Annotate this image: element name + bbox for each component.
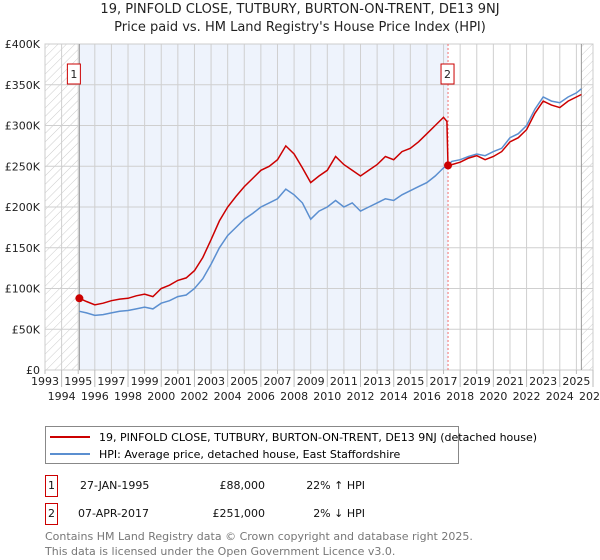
- x-tick-label: 2019: [463, 375, 491, 388]
- y-tick-label: £0: [26, 364, 40, 377]
- y-tick-label: £350K: [5, 79, 41, 92]
- x-tick-label: 1997: [97, 375, 125, 388]
- y-tick-label: £300K: [5, 120, 41, 133]
- x-tick-label: 1999: [131, 375, 159, 388]
- x-tick-label: 2021: [496, 375, 524, 388]
- x-tick-label: 2004: [214, 390, 242, 403]
- y-tick-label: £250K: [5, 160, 41, 173]
- x-tick-label: 2005: [230, 375, 258, 388]
- x-tick-label: 2026: [579, 390, 600, 403]
- legend-swatch-hpi: [50, 453, 90, 455]
- x-tick-label: 2015: [396, 375, 424, 388]
- hpi-line: [79, 88, 582, 317]
- transaction-badge: 1: [45, 475, 58, 497]
- sale-marker: [75, 294, 84, 303]
- x-tick-label: 1993: [31, 375, 59, 388]
- sale-badge-label: 2: [444, 68, 451, 81]
- footer-licence: This data is licensed under the Open Gov…: [45, 545, 396, 558]
- legend-label-hpi: HPI: Average price, detached house, East…: [99, 447, 401, 461]
- transaction-price: £251,000: [212, 507, 266, 520]
- plot-border: [44, 43, 594, 371]
- x-tick-label: 2022: [513, 390, 541, 403]
- property-price-line: [79, 93, 582, 306]
- x-tick-label: 2014: [380, 390, 408, 403]
- transaction-delta: 22% ↑ HPI: [306, 479, 365, 492]
- x-tick-label: 2009: [297, 375, 325, 388]
- x-tick-label: 2003: [197, 375, 225, 388]
- x-tick-label: 2011: [330, 375, 358, 388]
- x-tick-label: 2013: [363, 375, 391, 388]
- y-tick-label: £150K: [5, 242, 41, 255]
- legend: 19, PINFOLD CLOSE, TUTBURY, BURTON-ON-TR…: [45, 426, 537, 464]
- x-tick-label: 2002: [180, 390, 208, 403]
- x-tick-label: 2008: [280, 390, 308, 403]
- y-tick-label: £50K: [12, 323, 41, 336]
- x-tick-label: 2018: [446, 390, 474, 403]
- x-tick-label: 1994: [48, 390, 76, 403]
- x-tick-label: 2010: [313, 390, 341, 403]
- x-tick-label: 1995: [64, 375, 92, 388]
- footer-copyright: Contains HM Land Registry data © Crown c…: [45, 530, 473, 543]
- x-tick-label: 2024: [546, 390, 574, 403]
- x-tick-label: 1998: [114, 390, 142, 403]
- x-tick-label: 2023: [529, 375, 557, 388]
- x-tick-label: 2001: [164, 375, 192, 388]
- transaction-badge: 2: [45, 503, 58, 525]
- y-tick-label: £200K: [5, 201, 41, 214]
- chart-title: 19, PINFOLD CLOSE, TUTBURY, BURTON-ON-TR…: [100, 2, 500, 17]
- x-tick-label: 1996: [81, 390, 109, 403]
- x-tick-label: 2025: [562, 375, 590, 388]
- sale-marker: [444, 161, 453, 170]
- transaction-delta: 2% ↓ HPI: [313, 507, 365, 520]
- legend-label-property: 19, PINFOLD CLOSE, TUTBURY, BURTON-ON-TR…: [99, 430, 538, 444]
- x-tick-label: 2017: [430, 375, 458, 388]
- x-tick-label: 2000: [147, 390, 175, 403]
- x-tick-label: 2006: [247, 390, 275, 403]
- x-tick-label: 2020: [479, 390, 507, 403]
- transaction-date: 07-APR-2017: [78, 507, 150, 520]
- price-chart: 1993 1994 1995 1996 1997 1998 1999 2000 2001 2002…: [5, 38, 600, 403]
- x-tick-label: 2012: [347, 390, 375, 403]
- y-tick-label: £100K: [5, 283, 41, 296]
- sale-badge-label: 1: [70, 68, 77, 81]
- x-tick-label: 2007: [263, 375, 291, 388]
- sale-badge: [66, 63, 81, 85]
- chart-subtitle: Price paid vs. HM Land Registry's House …: [114, 20, 486, 35]
- x-tick-label: 2016: [413, 390, 441, 403]
- transaction-price: £88,000: [219, 479, 266, 492]
- legend-swatch-property: [50, 436, 90, 438]
- transaction-date: 27-JAN-1995: [80, 479, 150, 492]
- y-tick-label: £400K: [5, 38, 41, 51]
- sale-badge: [440, 63, 455, 85]
